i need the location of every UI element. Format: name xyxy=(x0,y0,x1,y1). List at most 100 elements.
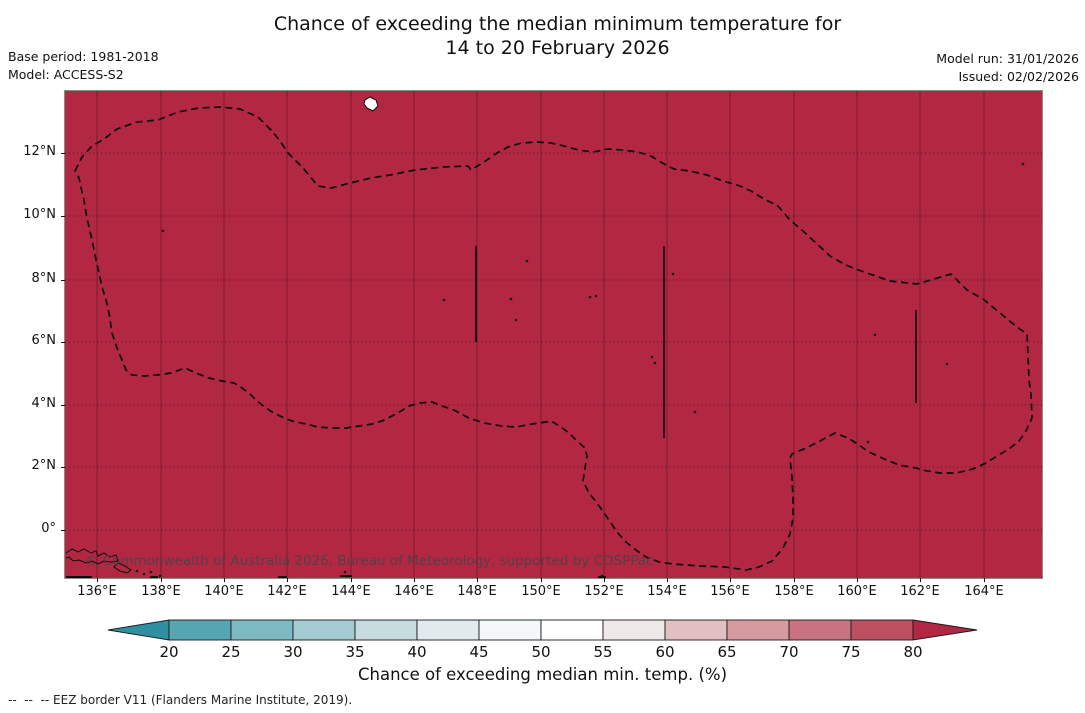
x-tick-label: 140°E xyxy=(194,584,254,599)
x-tick-mark xyxy=(730,578,731,582)
island-speck xyxy=(1022,163,1025,166)
x-tick-mark xyxy=(414,578,415,582)
x-tick-mark xyxy=(477,578,478,582)
y-tick-mark xyxy=(61,342,65,343)
colorbar-tick-label: 30 xyxy=(276,643,310,661)
island-speck xyxy=(510,298,513,301)
issued-text: Issued: 02/02/2026 xyxy=(936,68,1079,86)
colorbar xyxy=(100,616,990,644)
colorbar-tick-label: 80 xyxy=(896,643,930,661)
model-text: Model: ACCESS-S2 xyxy=(8,66,159,84)
x-tick-label: 162°E xyxy=(890,584,950,599)
eez-legend-text: -- -- -- EEZ border V11 (Flanders Marine… xyxy=(8,693,352,707)
island-speck xyxy=(159,575,162,578)
y-tick-label: 12°N xyxy=(0,144,56,159)
colorbar-tick-label: 35 xyxy=(338,643,372,661)
colorbar-tick-label: 25 xyxy=(214,643,248,661)
map-plot xyxy=(65,91,1042,578)
y-tick-label: 4°N xyxy=(0,396,56,411)
map-field-above-80pct xyxy=(65,91,1042,578)
colorbar-segment xyxy=(355,620,417,640)
island-speck xyxy=(526,260,529,263)
figure-canvas: { "title": { "line1": "Chance of exceedi… xyxy=(0,0,1085,713)
colorbar-tick-label: 55 xyxy=(586,643,620,661)
colorbar-tick-label: 75 xyxy=(834,643,868,661)
island-speck xyxy=(601,575,604,578)
y-tick-label: 10°N xyxy=(0,207,56,222)
y-tick-mark xyxy=(61,467,65,468)
colorbar-tick-label: 45 xyxy=(462,643,496,661)
island-speck xyxy=(443,299,446,302)
island-speck xyxy=(136,570,139,573)
x-tick-label: 136°E xyxy=(67,584,127,599)
colorbar-tick-label: 40 xyxy=(400,643,434,661)
colorbar-segment xyxy=(293,620,355,640)
x-tick-label: 154°E xyxy=(637,584,697,599)
island-speck xyxy=(694,411,697,414)
colorbar-segment xyxy=(789,620,851,640)
x-tick-label: 146°E xyxy=(384,584,444,599)
colorbar-tick-label: 65 xyxy=(710,643,744,661)
colorbar-segment xyxy=(665,620,727,640)
island-speck xyxy=(150,571,153,574)
x-tick-mark xyxy=(667,578,668,582)
x-tick-label: 144°E xyxy=(321,584,381,599)
island-speck xyxy=(874,334,877,337)
header-right: Model run: 31/01/2026 Issued: 02/02/2026 xyxy=(936,50,1079,86)
y-tick-label: 2°N xyxy=(0,458,56,473)
x-tick-mark xyxy=(794,578,795,582)
colorbar-tick-label: 50 xyxy=(524,643,558,661)
base-period-text: Base period: 1981-2018 xyxy=(8,48,159,66)
colorbar-segment xyxy=(417,620,479,640)
model-run-text: Model run: 31/01/2026 xyxy=(936,50,1079,68)
colorbar-over-arrow xyxy=(913,620,977,640)
colorbar-segment xyxy=(603,620,665,640)
island-speck xyxy=(946,363,949,366)
y-tick-label: 0° xyxy=(0,521,56,536)
colorbar-segment xyxy=(169,620,231,640)
colorbar-segment xyxy=(231,620,293,640)
island-speck xyxy=(589,296,592,299)
x-tick-mark xyxy=(351,578,352,582)
watermark-text: © Commonwealth of Australia 2026, Bureau… xyxy=(85,553,653,569)
map-panel: © Commonwealth of Australia 2026, Bureau… xyxy=(65,91,1042,578)
x-tick-mark xyxy=(161,578,162,582)
colorbar-segment xyxy=(727,620,789,640)
x-tick-label: 160°E xyxy=(827,584,887,599)
figure-title-line1: Chance of exceeding the median minimum t… xyxy=(30,12,1085,36)
y-tick-mark xyxy=(61,216,65,217)
island-speck xyxy=(672,273,675,276)
x-tick-label: 152°E xyxy=(574,584,634,599)
x-tick-mark xyxy=(857,578,858,582)
x-tick-mark xyxy=(920,578,921,582)
colorbar-tick-label: 60 xyxy=(648,643,682,661)
x-tick-label: 142°E xyxy=(257,584,317,599)
colorbar-segment xyxy=(851,620,913,640)
x-tick-mark xyxy=(97,578,98,582)
island-speck xyxy=(162,230,165,233)
x-tick-label: 158°E xyxy=(764,584,824,599)
x-tick-mark xyxy=(984,578,985,582)
colorbar-tick-label: 70 xyxy=(772,643,806,661)
island-speck xyxy=(143,573,146,576)
y-tick-mark xyxy=(61,530,65,531)
island-speck xyxy=(344,571,347,574)
island-speck xyxy=(269,128,272,131)
x-tick-mark xyxy=(224,578,225,582)
colorbar-segment xyxy=(479,620,541,640)
x-tick-label: 164°E xyxy=(954,584,1014,599)
colorbar-under-arrow xyxy=(108,620,169,640)
y-tick-mark xyxy=(61,280,65,281)
x-tick-mark xyxy=(541,578,542,582)
x-tick-mark xyxy=(287,578,288,582)
colorbar-tick-label: 20 xyxy=(152,643,186,661)
colorbar-graphic xyxy=(100,616,990,644)
island-speck xyxy=(515,319,518,322)
x-tick-mark xyxy=(604,578,605,582)
figure-title: Chance of exceeding the median minimum t… xyxy=(30,12,1085,60)
y-tick-label: 8°N xyxy=(0,271,56,286)
x-tick-label: 148°E xyxy=(447,584,507,599)
header-left: Base period: 1981-2018 Model: ACCESS-S2 xyxy=(8,48,159,84)
y-tick-mark xyxy=(61,153,65,154)
y-tick-mark xyxy=(61,405,65,406)
